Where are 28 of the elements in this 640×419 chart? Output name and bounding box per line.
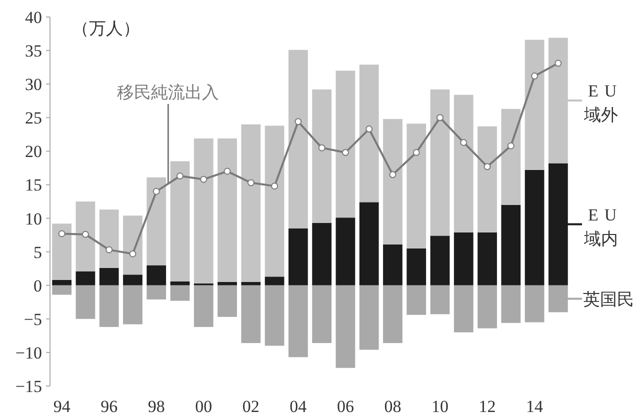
x-tick-label: 06 (336, 397, 354, 416)
legend-label: EU域内 (583, 205, 623, 248)
x-tick-label: 10 (432, 397, 448, 416)
y-tick-label: 40 (25, 8, 42, 27)
y-tick-label: 0 (34, 276, 42, 296)
x-tick-label: 12 (478, 397, 496, 416)
text: 移民純流出入 (117, 83, 220, 102)
x-tick-label: 14 (526, 397, 544, 416)
y-tick-label: 25 (25, 108, 42, 128)
y-tick-label: 30 (25, 75, 42, 94)
x-tick-label: 08 (384, 397, 402, 416)
x-tick-label: 04 (290, 397, 308, 416)
x-tick-label: 96 (100, 397, 118, 416)
y-tick-label: 10 (25, 209, 42, 228)
y-tick-label: 15 (25, 176, 42, 195)
x-tick-label: 02 (242, 397, 260, 416)
annotation: （万人） (72, 19, 140, 38)
y-tick-label: 35 (25, 42, 42, 61)
y-tick-label: 20 (25, 142, 42, 162)
legend-label: 英国民 (583, 290, 634, 309)
y-tick-label: 5 (34, 242, 42, 262)
x-tick-label: 98 (148, 397, 165, 416)
x-tick-label: 94 (53, 397, 71, 416)
y-tick-label: −10 (15, 343, 42, 362)
legend-label: EU域外 (583, 82, 623, 125)
y-tick-label: −5 (24, 310, 42, 329)
y-tick-label: −15 (15, 377, 42, 396)
x-tick-label: 00 (195, 397, 212, 416)
